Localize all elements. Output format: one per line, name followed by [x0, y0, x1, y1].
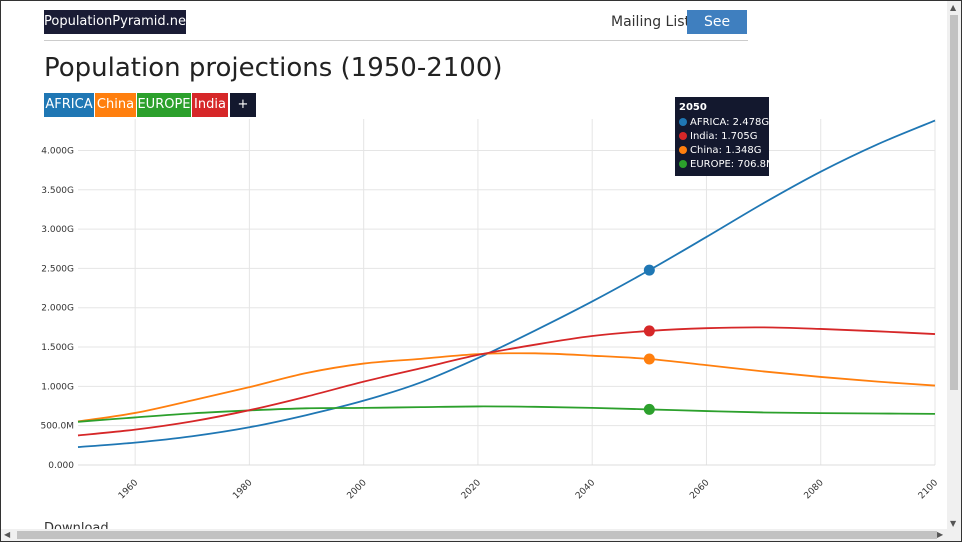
highlight-point-europe	[643, 403, 655, 415]
population-line-chart: 0.000 500.0M 1.000G 1.500G 2.000G 2.500G 3.000…	[40, 119, 940, 501]
highlight-point-india	[643, 325, 655, 337]
x-axis-ticks: 1960 1980 2000 2020 2040 2060 2080 2100	[117, 478, 940, 501]
scroll-up-icon[interactable]: ▲	[950, 3, 957, 12]
brand-logo[interactable]: PopulationPyramid.net	[44, 10, 191, 34]
series-line-africa	[77, 119, 936, 448]
y-tick-label: 3.500G	[41, 186, 74, 196]
x-tick-label: 2100	[917, 478, 940, 501]
y-tick-label: 1.500G	[41, 343, 74, 353]
legend-dot-icon	[679, 132, 687, 140]
x-tick-label: 2060	[688, 478, 711, 501]
vertical-scroll-thumb[interactable]	[950, 15, 958, 390]
tooltip-row-china: China: 1.348G	[679, 145, 762, 157]
y-tick-label: 1.000G	[41, 382, 74, 392]
chart-grid	[78, 119, 936, 466]
highlight-point-china	[643, 353, 655, 365]
y-tick-label: 4.000G	[41, 146, 74, 156]
series-line-china	[77, 352, 936, 423]
tag-india[interactable]: India	[192, 93, 228, 117]
y-tick-label: 2.500G	[41, 264, 74, 274]
y-tick-label: 2.000G	[41, 304, 74, 314]
tooltip-year: 2050	[679, 102, 707, 113]
header-divider	[44, 40, 748, 41]
x-tick-label: 2080	[803, 478, 826, 501]
tag-africa[interactable]: AFRICA	[44, 93, 94, 117]
legend-dot-icon	[679, 118, 687, 126]
add-tag-button[interactable]: +	[230, 93, 256, 117]
tooltip-text: EUROPE: 706.8M	[690, 159, 775, 170]
y-tick-label: 3.000G	[41, 225, 74, 235]
page-title: Population projections (1950-2100)	[44, 53, 503, 83]
see-more-button[interactable]: See more	[687, 10, 747, 54]
tag-europe[interactable]: EUROPE	[137, 93, 191, 117]
tooltip-text: India: 1.705G	[690, 131, 758, 142]
x-tick-label: 2040	[574, 478, 597, 501]
scroll-left-icon[interactable]: ◀	[4, 530, 11, 539]
tooltip-text: China: 1.348G	[690, 145, 762, 156]
x-tick-label: 1960	[117, 478, 140, 501]
series-line-india	[77, 326, 936, 437]
y-tick-label: 0.000	[48, 461, 74, 471]
x-tick-label: 2020	[460, 478, 483, 501]
series-line-europe	[77, 405, 936, 423]
highlight-points	[643, 264, 655, 415]
tooltip-text: AFRICA: 2.478G	[690, 117, 770, 128]
tag-china[interactable]: China	[95, 93, 136, 117]
tooltip-row-africa: AFRICA: 2.478G	[679, 117, 769, 129]
mailing-list-label: Mailing List -	[611, 14, 700, 30]
tooltip-row-europe: EUROPE: 706.8M	[679, 159, 775, 171]
x-tick-label: 2000	[346, 478, 369, 501]
vertical-scrollbar[interactable]: ▲ ▼	[947, 1, 961, 541]
chart-tooltip: 2050 AFRICA: 2.478G India: 1.705G China:…	[675, 97, 775, 176]
series-lines	[77, 119, 936, 448]
horizontal-scroll-thumb[interactable]	[17, 531, 937, 539]
y-axis-ticks: 0.000 500.0M 1.000G 1.500G 2.000G 2.500G 3.000…	[40, 146, 74, 471]
highlight-point-africa	[643, 264, 655, 276]
legend-dot-icon	[679, 160, 687, 168]
legend-dot-icon	[679, 146, 687, 154]
horizontal-scrollbar[interactable]: ◀ ▶	[1, 529, 949, 541]
tooltip-row-india: India: 1.705G	[679, 131, 757, 143]
scroll-down-icon[interactable]: ▼	[950, 519, 957, 528]
x-tick-label: 1980	[231, 478, 254, 501]
y-tick-label: 500.0M	[40, 422, 74, 432]
scroll-right-icon[interactable]: ▶	[937, 530, 944, 539]
